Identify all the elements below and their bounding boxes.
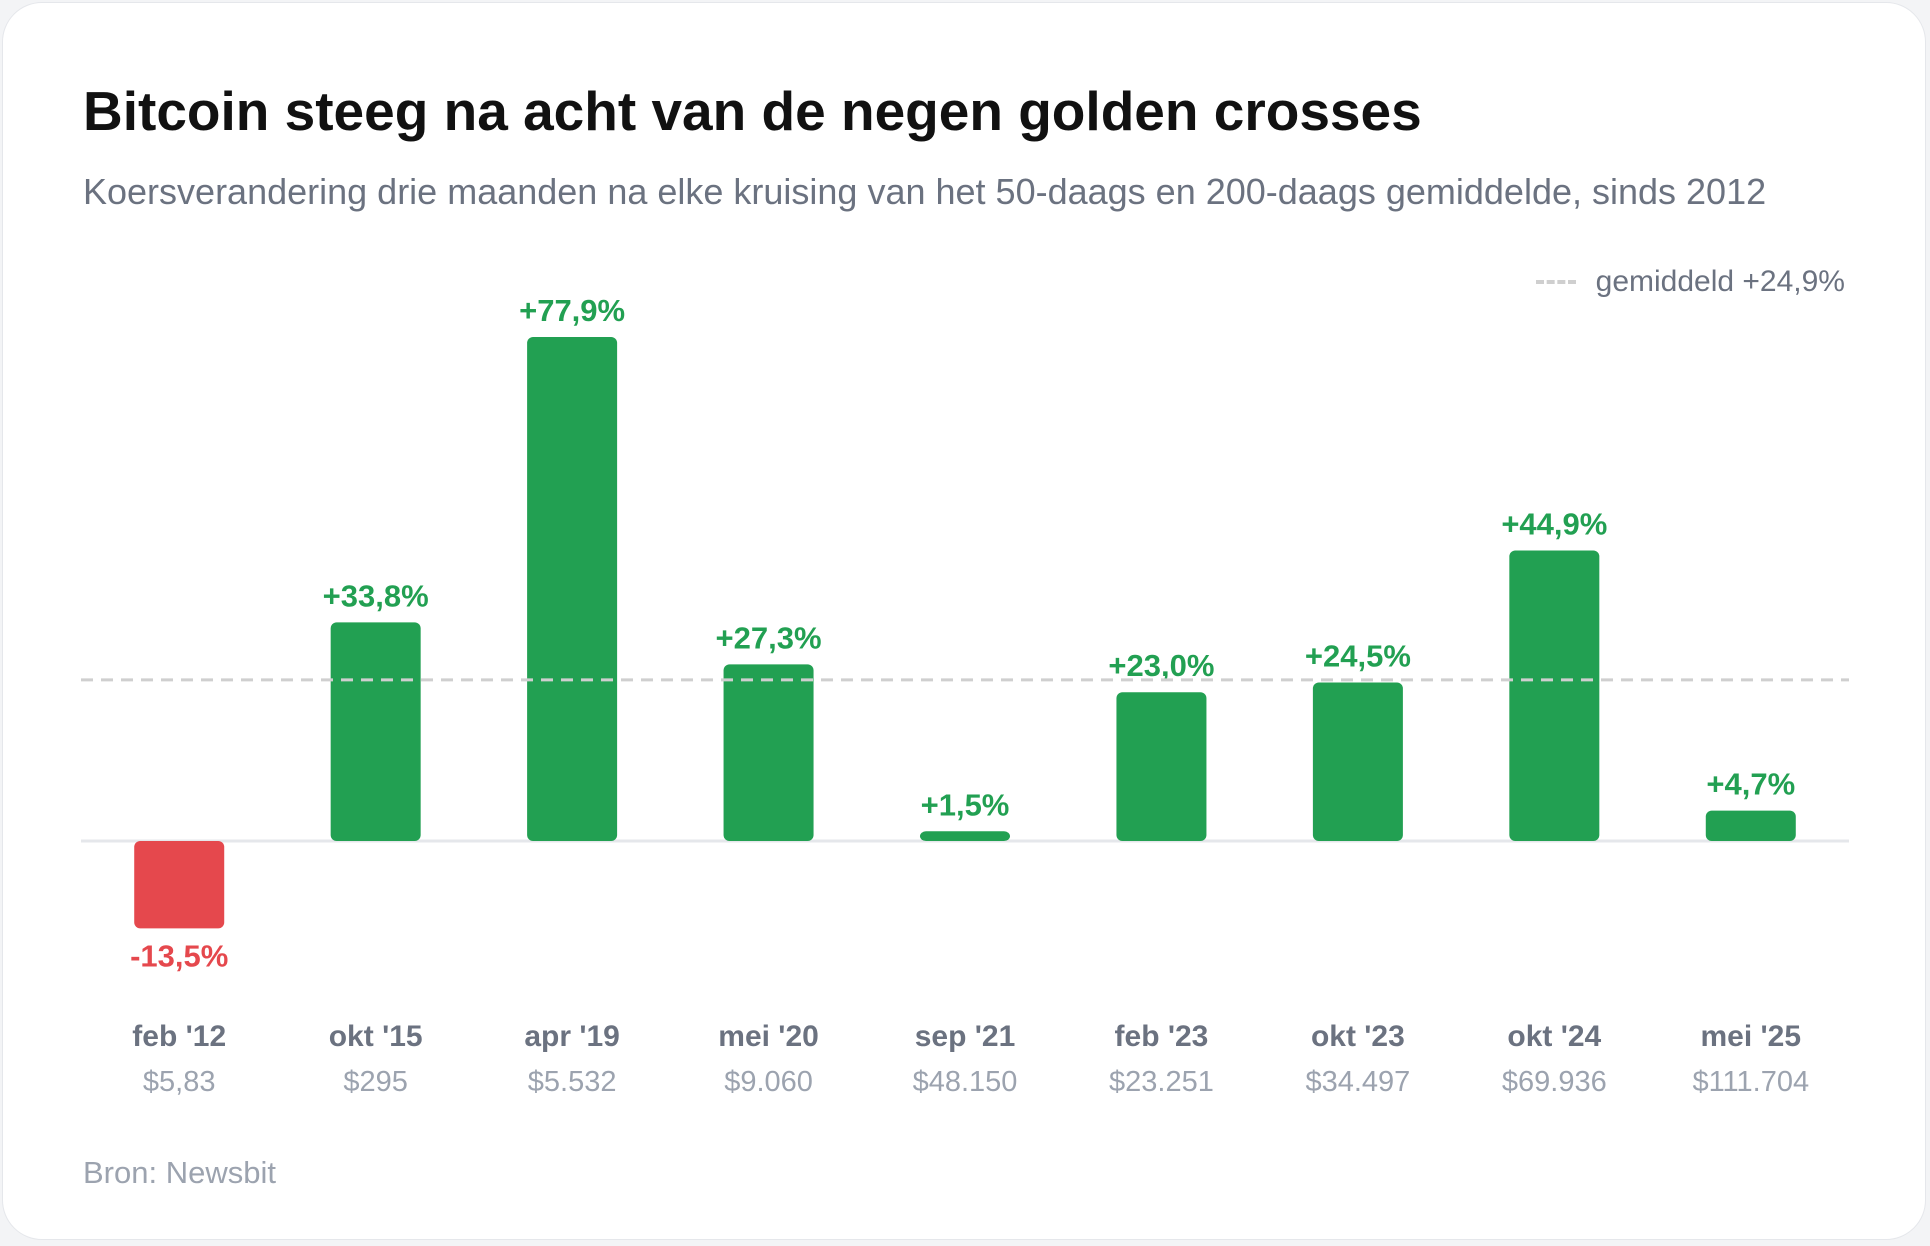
chart-title: Bitcoin steeg na acht van de negen golde… — [83, 80, 1422, 142]
bar — [1705, 810, 1796, 841]
data-label: +77,9% — [519, 293, 625, 328]
category-label: apr '19 — [524, 1020, 620, 1053]
legend-dashed-line — [1535, 280, 1576, 284]
bar — [920, 831, 1010, 841]
bar — [527, 336, 618, 841]
data-label: -13,5% — [130, 938, 228, 973]
data-label: +4,7% — [1706, 767, 1795, 802]
bar-chart: -13,5% feb '12 $5,83 +33,8% okt '15 $295 +77,9… — [81, 293, 1849, 1098]
category-label: feb '23 — [1115, 1020, 1209, 1053]
legend: gemiddeld +24,9% — [1535, 265, 1845, 299]
legend-average-label: gemiddeld +24,9% — [1595, 265, 1845, 298]
data-label: +23,0% — [1108, 648, 1214, 683]
data-label: +24,5% — [1305, 638, 1411, 673]
price-label: $34.497 — [1305, 1066, 1410, 1098]
category-label: feb '12 — [132, 1020, 226, 1053]
source-note: Bron: Newsbit — [83, 1155, 276, 1190]
bar — [330, 622, 421, 841]
category-label: okt '24 — [1507, 1020, 1601, 1053]
bar — [723, 664, 814, 841]
bar — [1116, 692, 1207, 841]
price-label: $48.150 — [913, 1066, 1018, 1098]
category-label: sep '21 — [915, 1020, 1016, 1053]
price-label: $111.704 — [1692, 1066, 1809, 1098]
price-label: $5.532 — [528, 1066, 617, 1098]
data-label: +44,9% — [1501, 506, 1607, 541]
data-label: +1,5% — [921, 787, 1010, 822]
data-label: +33,8% — [323, 578, 429, 613]
bar — [134, 841, 225, 929]
chart-subtitle: Koersverandering drie maanden na elke kr… — [83, 171, 1767, 212]
category-label: okt '15 — [329, 1020, 423, 1053]
bar — [1312, 682, 1403, 841]
bar — [1509, 550, 1600, 841]
price-label: $69.936 — [1502, 1066, 1607, 1098]
category-label: mei '20 — [718, 1020, 819, 1053]
price-label: $5,83 — [143, 1066, 216, 1098]
price-label: $23.251 — [1109, 1066, 1214, 1098]
data-label: +27,3% — [716, 620, 822, 655]
price-label: $9.060 — [724, 1066, 813, 1098]
category-label: okt '23 — [1311, 1020, 1405, 1053]
price-label: $295 — [343, 1066, 408, 1098]
category-label: mei '25 — [1701, 1020, 1802, 1053]
